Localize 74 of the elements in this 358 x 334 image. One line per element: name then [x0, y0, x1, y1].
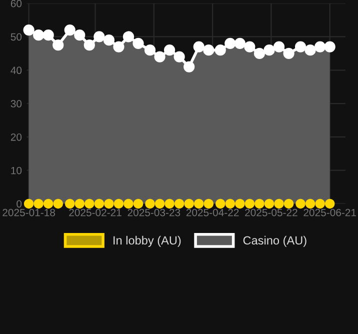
point — [274, 198, 284, 209]
point — [283, 48, 294, 59]
point — [273, 41, 285, 52]
point — [244, 41, 256, 52]
point — [174, 198, 184, 209]
point — [94, 198, 104, 209]
point — [315, 198, 325, 209]
point — [203, 44, 214, 56]
point — [296, 198, 306, 209]
point — [324, 198, 335, 209]
point — [214, 44, 226, 56]
point — [234, 38, 246, 49]
point — [23, 24, 34, 36]
point — [235, 198, 245, 209]
x-tick-label: 2025-01-18 — [2, 208, 55, 216]
point — [145, 198, 155, 209]
y-tick-label: 60 — [10, 0, 22, 8]
point — [184, 61, 195, 72]
point — [216, 198, 226, 209]
legend-label: In lobby (AU) — [114, 236, 181, 247]
x-tick-label: 2025-05-22 — [245, 208, 298, 216]
point — [124, 198, 134, 209]
point — [33, 30, 44, 41]
point — [294, 41, 306, 52]
point — [52, 40, 64, 51]
point — [114, 198, 124, 209]
x-tick-label: 2025-02-21 — [69, 208, 122, 216]
point — [244, 198, 255, 209]
point — [305, 198, 316, 209]
point — [113, 41, 124, 52]
y-tick-label: 40 — [10, 66, 22, 74]
point — [133, 198, 144, 209]
point — [204, 198, 214, 209]
point — [194, 198, 204, 209]
x-tick-label: 2025-03-23 — [128, 208, 180, 216]
point — [304, 44, 316, 56]
point — [254, 48, 266, 59]
x-tick-label: 2025-04-22 — [186, 208, 239, 216]
point — [324, 41, 336, 52]
point — [84, 198, 94, 209]
point — [164, 198, 174, 209]
point — [53, 198, 63, 209]
point — [42, 30, 54, 41]
y-tick-label: 0 — [16, 200, 22, 208]
point — [132, 38, 144, 49]
point — [74, 30, 86, 41]
y-tick-label: 10 — [11, 166, 22, 174]
point — [103, 34, 115, 46]
point — [314, 41, 326, 52]
point — [144, 44, 156, 56]
point — [224, 38, 236, 49]
legend-label: Casino (AU) — [243, 236, 306, 247]
x-tick-label: 2025-06-21 — [304, 208, 356, 216]
point — [174, 51, 185, 62]
point — [254, 198, 264, 209]
point — [184, 198, 194, 209]
point — [193, 41, 204, 52]
point — [264, 198, 274, 209]
point — [122, 31, 134, 42]
point — [104, 198, 114, 209]
point — [264, 44, 275, 56]
point — [225, 198, 236, 209]
point — [154, 198, 165, 209]
point — [64, 198, 75, 209]
point — [164, 44, 176, 56]
point — [284, 198, 294, 209]
y-tick-label: 50 — [10, 33, 22, 41]
point — [94, 31, 105, 42]
y-tick-label: 20 — [10, 133, 22, 141]
y-tick-label: 30 — [10, 100, 22, 108]
point — [154, 51, 166, 62]
point — [64, 24, 76, 36]
point — [74, 198, 84, 209]
point — [84, 40, 95, 51]
